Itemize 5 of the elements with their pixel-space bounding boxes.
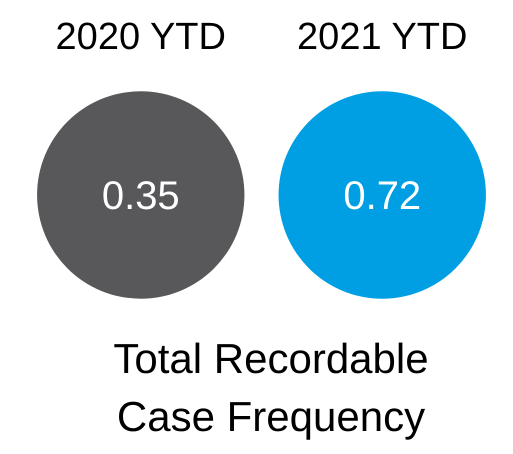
- data-label: 0.72: [343, 174, 422, 218]
- data-label: 0.35: [102, 174, 180, 218]
- category-label: 2020 YTD: [56, 16, 226, 58]
- category-label: 2021 YTD: [297, 16, 468, 58]
- text: Total Recordable Case Frequency: [113, 335, 429, 440]
